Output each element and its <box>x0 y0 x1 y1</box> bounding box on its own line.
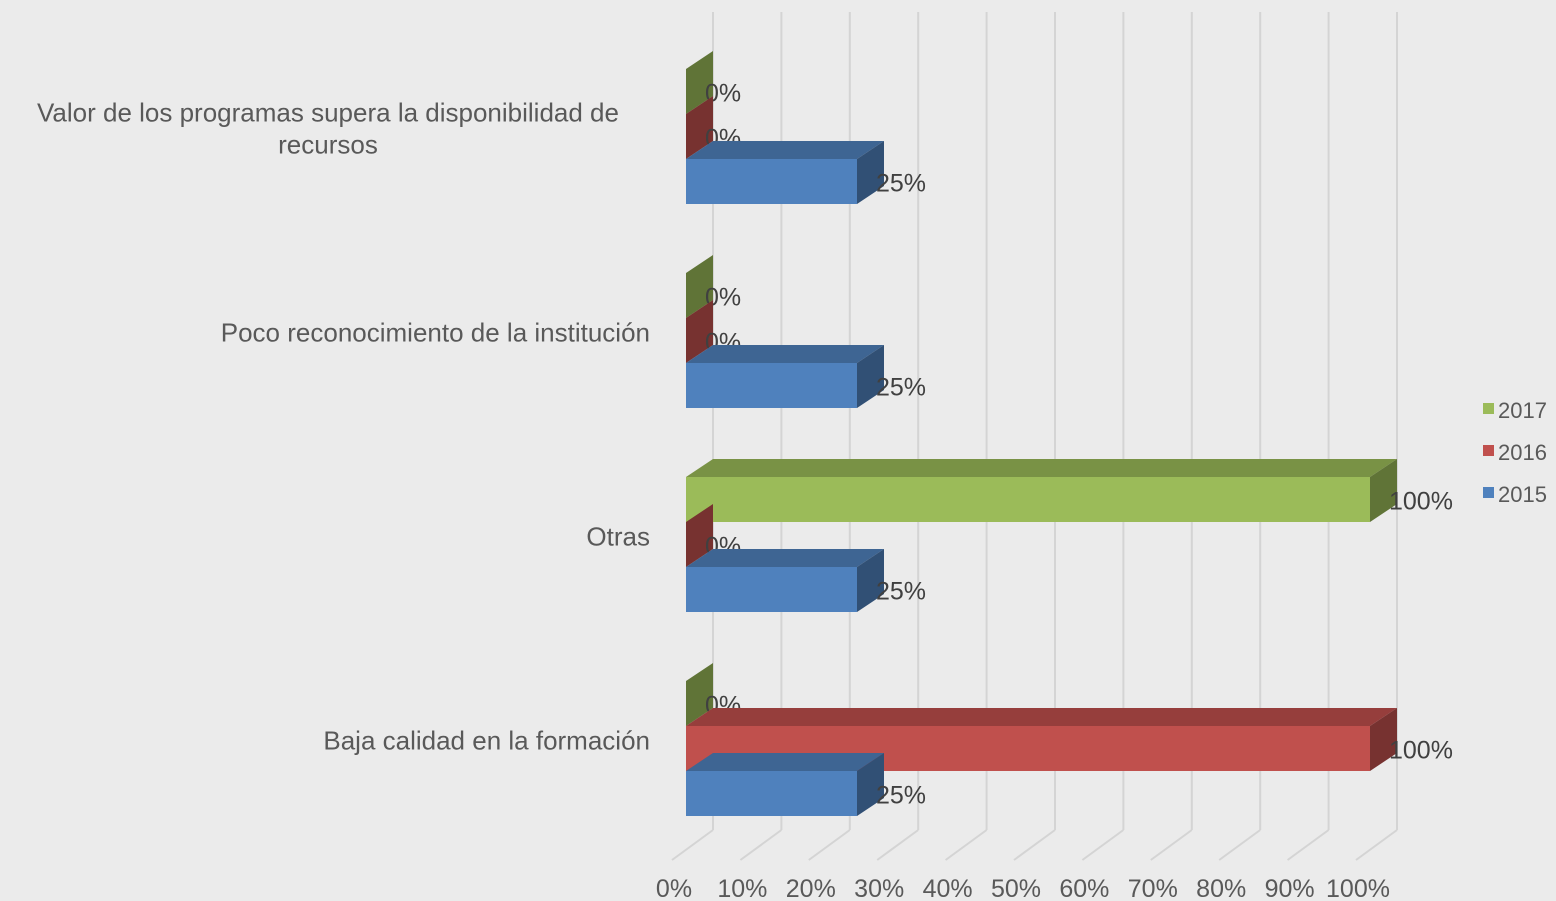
category-label: Poco reconocimiento de la institución <box>221 318 650 348</box>
data-label: 25% <box>876 782 926 810</box>
floor-gridline <box>1355 829 1398 861</box>
floor-gridline <box>808 829 851 861</box>
bar-2015-1 <box>686 345 884 408</box>
data-label: 100% <box>1389 488 1453 516</box>
bar-side <box>857 141 884 204</box>
bar-2015-0 <box>686 141 884 204</box>
bar-side <box>686 300 713 363</box>
bar-top <box>686 459 1397 477</box>
floor-gridline <box>945 829 988 861</box>
bar-top <box>686 708 1397 726</box>
floor-gridline <box>671 829 714 861</box>
bar-top <box>686 753 884 771</box>
category-axis: Valor de los programas supera la disponi… <box>37 98 650 756</box>
x-tick-label: 10% <box>717 875 767 901</box>
x-tick-label: 90% <box>1265 875 1315 901</box>
data-label: 25% <box>876 374 926 402</box>
bar-2016-1 <box>686 300 713 363</box>
bar-top <box>686 141 884 159</box>
bar-front <box>686 771 857 816</box>
data-label: 25% <box>876 170 926 198</box>
gridlines <box>671 12 1398 861</box>
x-tick-label: 70% <box>1128 875 1178 901</box>
category-label: Baja calidad en la formación <box>323 726 650 756</box>
legend-label: 2017 <box>1498 398 1547 423</box>
bar-side <box>857 753 884 816</box>
x-tick-label: 50% <box>991 875 1041 901</box>
data-label: 25% <box>876 578 926 606</box>
floor-gridline <box>1013 829 1056 861</box>
category-label: Valor de los programas supera la disponi… <box>37 98 619 128</box>
data-label: 100% <box>1389 737 1453 765</box>
floor-gridline <box>876 829 919 861</box>
bar-2017-0 <box>686 51 713 114</box>
bar-front <box>686 159 857 204</box>
bar-side <box>686 255 713 318</box>
floor-gridline <box>739 829 782 861</box>
bar-top <box>686 345 884 363</box>
bar-side <box>857 345 884 408</box>
bar-2015-2 <box>686 549 884 612</box>
bar-side <box>686 51 713 114</box>
floor-gridline <box>1218 829 1261 861</box>
bar-side <box>1370 459 1397 522</box>
bar-side <box>857 549 884 612</box>
bar-front <box>686 567 857 612</box>
legend: 2017 2016 2015 <box>1483 398 1547 507</box>
x-tick-label: 60% <box>1059 875 1109 901</box>
floor-gridline <box>1287 829 1330 861</box>
x-tick-label: 100% <box>1326 875 1390 901</box>
bar-top <box>686 549 884 567</box>
legend-label: 2015 <box>1498 482 1547 507</box>
bar-2016-2 <box>686 504 713 567</box>
bar-2017-2 <box>686 459 1397 522</box>
bar-front <box>686 477 1370 522</box>
legend-swatch <box>1483 445 1494 456</box>
legend-label: 2016 <box>1498 440 1547 465</box>
bar-side <box>686 96 713 159</box>
bar-2015-3 <box>686 753 884 816</box>
x-tick-label: 80% <box>1196 875 1246 901</box>
bar-2017-1 <box>686 255 713 318</box>
bar-side <box>686 504 713 567</box>
bar-side <box>686 663 713 726</box>
category-label: recursos <box>278 130 378 160</box>
bar-2017-3 <box>686 663 713 726</box>
bars: 0%0%25%0%0%25%100%0%25%0%100%25% <box>686 51 1453 816</box>
x-axis: 0% 10% 20% 30% 40% 50% 60% 70% 80% 90% 100% <box>656 875 1390 901</box>
legend-swatch <box>1483 403 1494 414</box>
legend-swatch <box>1483 487 1494 498</box>
floor-gridline <box>1081 829 1124 861</box>
category-label: Otras <box>586 522 650 552</box>
x-tick-label: 20% <box>786 875 836 901</box>
bar-side <box>1370 708 1397 771</box>
floor-gridline <box>1150 829 1193 861</box>
x-tick-label: 40% <box>923 875 973 901</box>
bar-2016-0 <box>686 96 713 159</box>
x-tick-label: 30% <box>854 875 904 901</box>
bar-front <box>686 363 857 408</box>
x-tick-label: 0% <box>656 875 692 901</box>
